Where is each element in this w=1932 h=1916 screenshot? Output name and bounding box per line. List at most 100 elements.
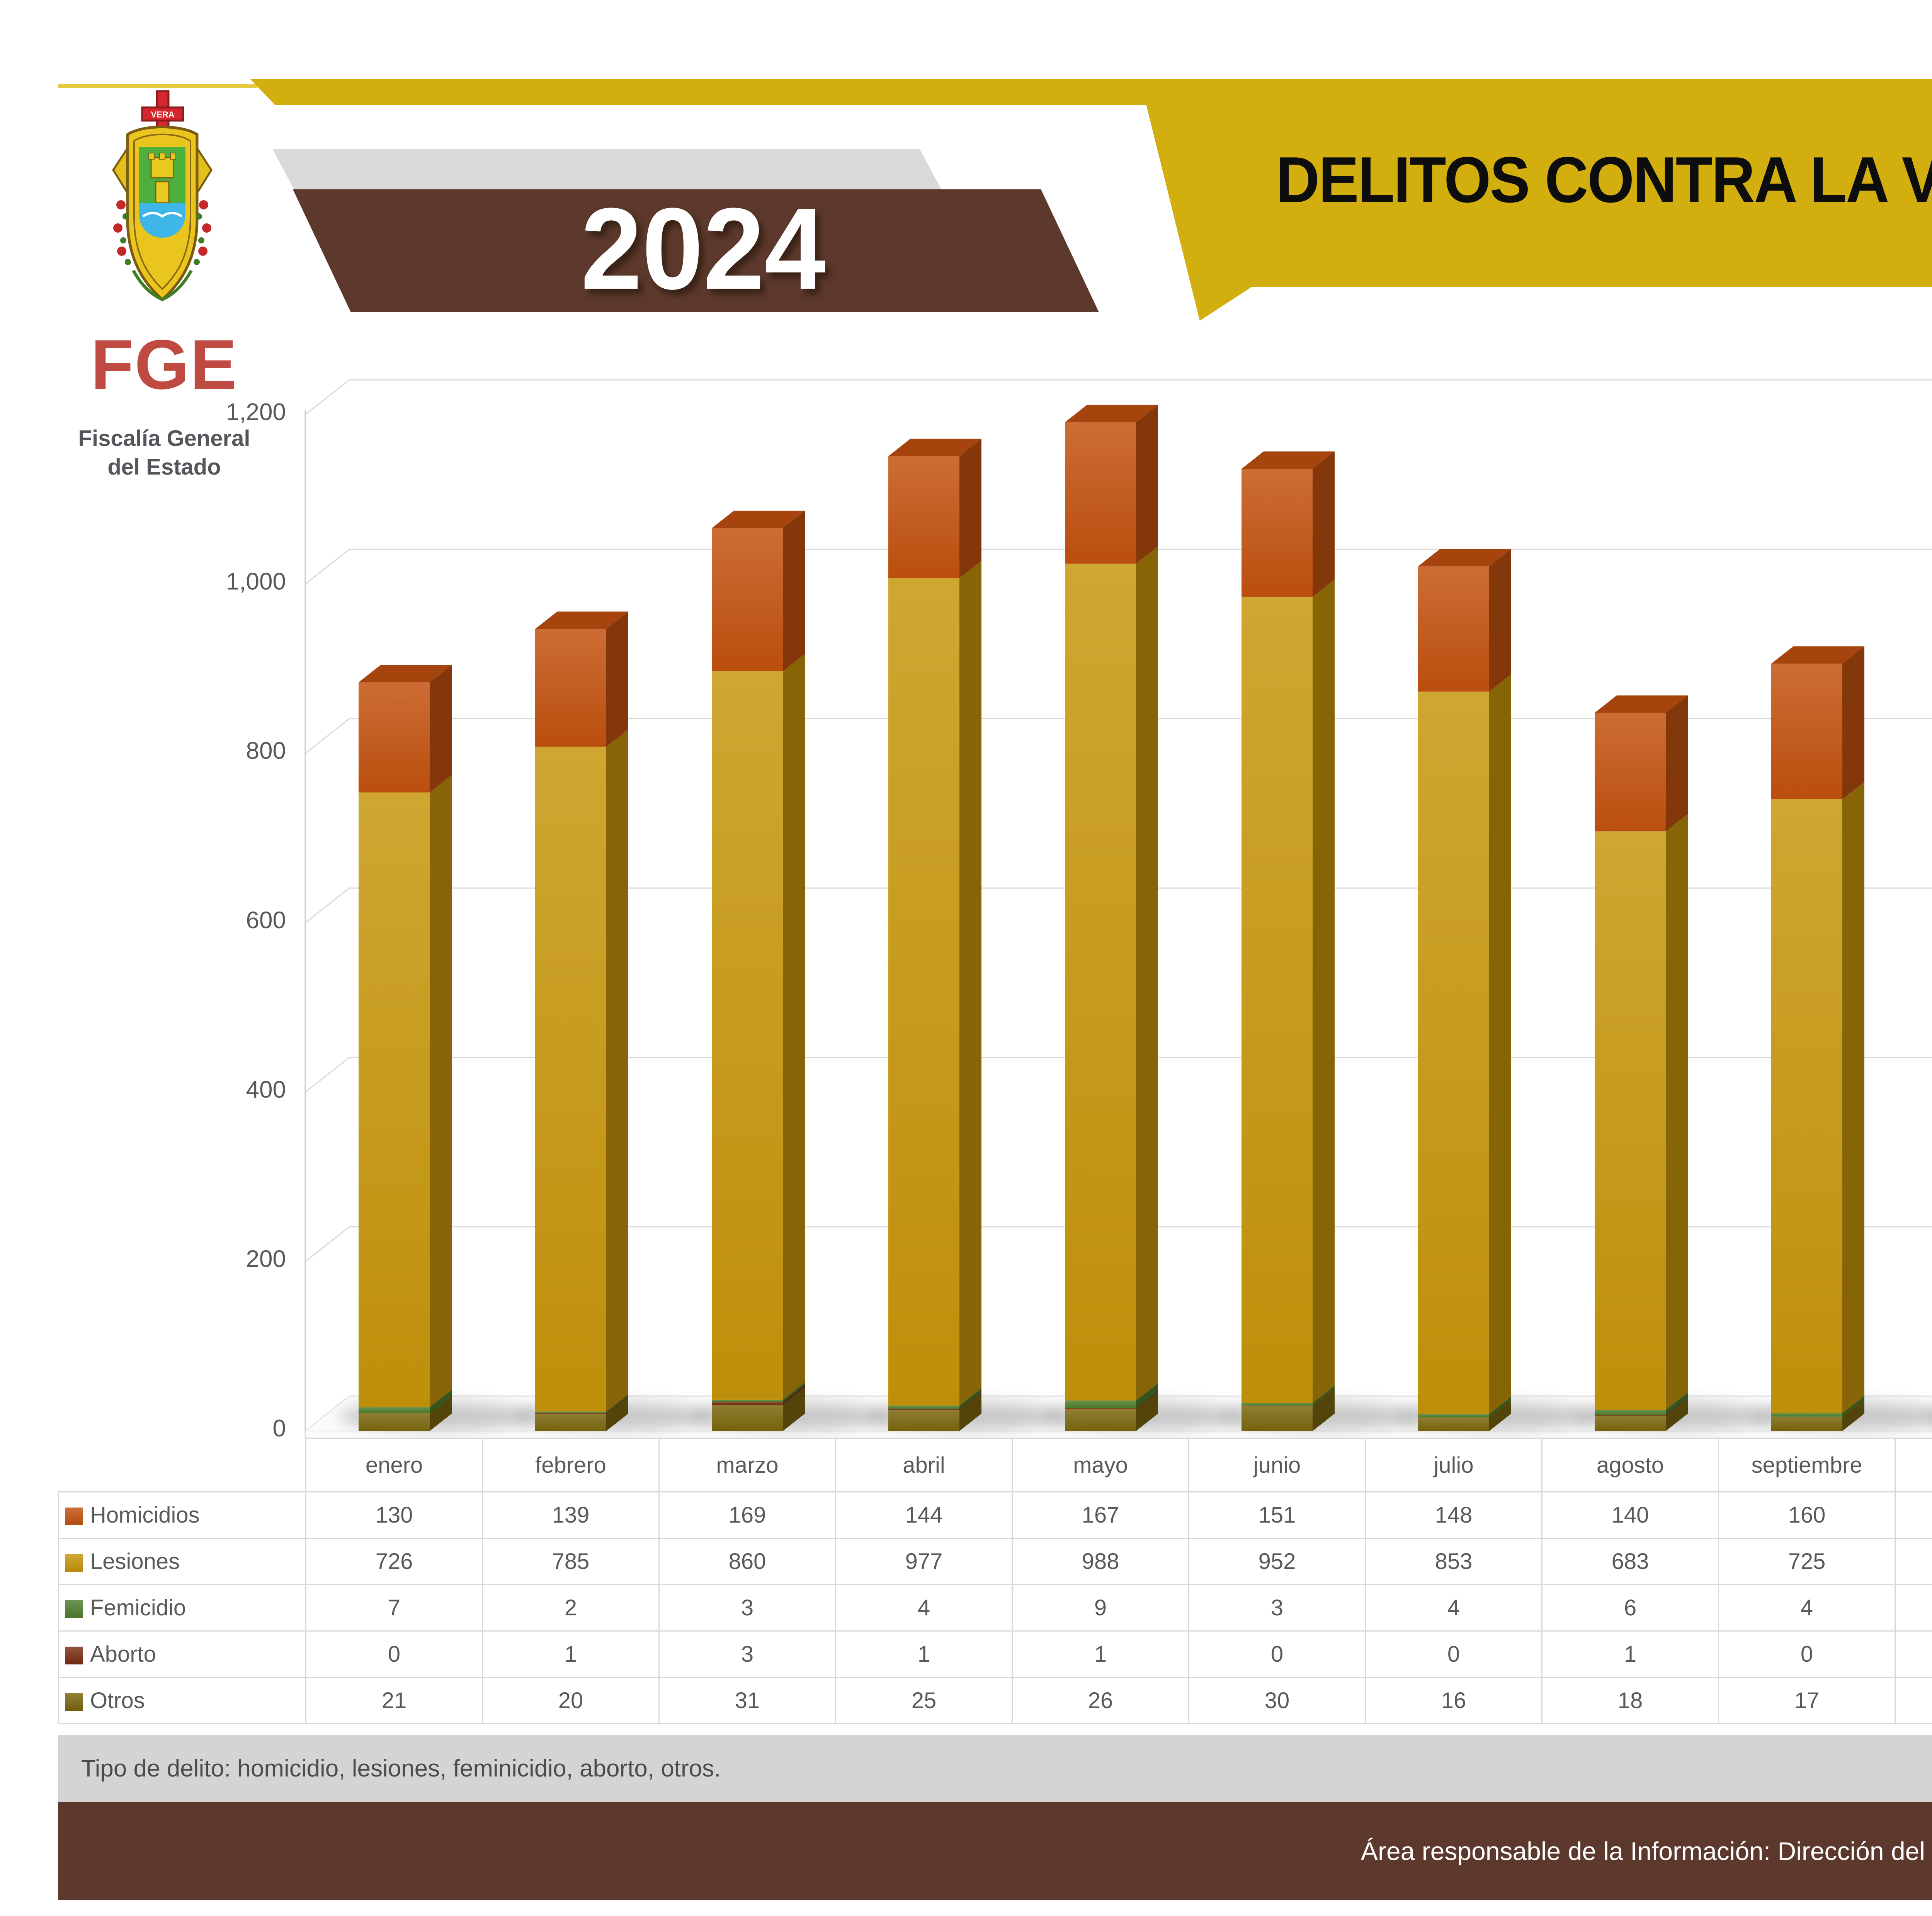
value-cell: 167 — [1012, 1491, 1189, 1539]
value-cell: 16 — [1365, 1677, 1543, 1724]
series-name: Aborto — [90, 1642, 156, 1667]
bar-side-Homicidios — [959, 439, 981, 579]
gridline-connector — [305, 549, 350, 585]
legend-swatch-icon — [65, 1693, 83, 1711]
bar-segment-Otros — [1595, 1416, 1666, 1431]
bar-segment-Femicidio — [712, 1399, 783, 1402]
bar-segment-Lesiones — [888, 578, 959, 1406]
month-header: abril — [835, 1438, 1013, 1492]
y-axis-label: 1,000 — [226, 568, 286, 595]
value-cell: 130 — [1895, 1491, 1932, 1539]
value-cell: 0 — [1718, 1630, 1896, 1678]
value-cell: 160 — [1718, 1491, 1896, 1539]
bar-shadow — [1398, 1402, 1595, 1430]
bar-side-Lesiones — [1666, 814, 1688, 1410]
value-cell: 4 — [835, 1584, 1013, 1632]
value-cell: 4 — [1718, 1584, 1896, 1632]
bar-shadow — [1221, 1402, 1418, 1430]
bar-side-Homicidios — [1842, 646, 1864, 800]
value-cell: 1 — [835, 1630, 1013, 1678]
table-corner-cell — [59, 1438, 306, 1492]
value-cell: 0 — [1188, 1630, 1366, 1678]
month-header: junio — [1188, 1438, 1366, 1492]
gridline-connector — [305, 887, 350, 924]
bar-segment-Femicidio — [535, 1411, 606, 1413]
value-cell: 17 — [1718, 1677, 1896, 1724]
value-cell: 2 — [482, 1584, 660, 1632]
month-header: julio — [1365, 1438, 1543, 1492]
value-cell: 988 — [1012, 1538, 1189, 1585]
value-cell: 5 — [1895, 1584, 1932, 1632]
month-header: febrero — [482, 1438, 660, 1492]
value-cell: 1 — [1895, 1630, 1932, 1678]
yellow-top-band — [250, 79, 1932, 105]
gridline-connector — [305, 1057, 350, 1093]
value-cell: 3 — [1188, 1584, 1366, 1632]
legend-swatch-icon — [65, 1508, 83, 1525]
bar-side-Homicidios — [1489, 549, 1511, 692]
value-cell: 1 — [1012, 1630, 1189, 1678]
value-cell: 3 — [658, 1630, 836, 1678]
value-cell: 3 — [658, 1584, 836, 1632]
bar-side-Lesiones — [783, 654, 805, 1400]
bar-segment-Otros — [535, 1414, 606, 1431]
series-label-cell: Aborto — [58, 1630, 306, 1678]
bar-side-Aborto — [606, 1395, 628, 1414]
bar-side-Lesiones — [1313, 579, 1335, 1403]
bar-segment-Otros — [888, 1410, 959, 1431]
value-cell: 4 — [1365, 1584, 1543, 1632]
value-cell: 860 — [658, 1538, 836, 1585]
table-header-row: enero febrero marzo abril mayo junio julio agos… — [59, 1438, 1932, 1492]
value-cell: 785 — [482, 1538, 660, 1585]
bar-side-Femicidio — [1136, 1383, 1158, 1408]
bar-segment-Homicidios — [535, 629, 606, 747]
value-cell: 15 — [1895, 1677, 1932, 1724]
bar-side-Femicidio — [783, 1382, 805, 1402]
bar-shadow — [868, 1402, 1065, 1430]
fge-org-line1: Fiscalía General — [78, 426, 250, 451]
bar-side-Otros — [1666, 1398, 1688, 1431]
bar-segment-Aborto — [1065, 1408, 1136, 1409]
gridline-connector — [305, 718, 350, 754]
value-cell: 130 — [305, 1491, 483, 1539]
value-cell: 18 — [1541, 1677, 1719, 1724]
value-cell: 725 — [1718, 1538, 1896, 1585]
gridline-connector — [305, 379, 350, 415]
gridline-connector — [305, 1226, 350, 1262]
value-cell: 139 — [482, 1491, 660, 1539]
value-cell: 9 — [1012, 1584, 1189, 1632]
series-label-cell: Otros — [58, 1677, 306, 1724]
bar-side-Homicidios — [606, 611, 628, 747]
fge-org-name: Fiscalía General del Estado — [23, 424, 305, 482]
bar-shadow — [691, 1402, 888, 1430]
series-label-cell: Lesiones — [58, 1538, 306, 1585]
value-cell: 30 — [1188, 1677, 1366, 1724]
bar-side-Femicidio — [1842, 1395, 1864, 1417]
bar-segment-Femicidio — [1595, 1410, 1666, 1415]
bar-side-Otros — [606, 1397, 628, 1431]
series-label-cell: Homicidios — [58, 1491, 306, 1539]
value-cell: 977 — [835, 1538, 1013, 1585]
value-cell: 21 — [305, 1677, 483, 1724]
data-table: enero febrero marzo abril mayo junio julio agos… — [58, 1438, 1932, 1724]
page-title-text: DELITOS CONTRA LA VIDA Y LA INTEGRIDAD — [1276, 143, 1932, 216]
month-header: septiembre — [1718, 1438, 1896, 1492]
chart-floor — [304, 1396, 1932, 1431]
bar-side-Homicidios — [1136, 405, 1158, 564]
bar-cap — [359, 665, 452, 682]
value-cell: 144 — [835, 1491, 1013, 1539]
bar-segment-Femicidio — [888, 1406, 959, 1409]
bar-side-Homicidios — [1313, 451, 1335, 597]
bar-side-Otros — [1489, 1400, 1511, 1431]
bar-side-Femicidio — [1666, 1392, 1688, 1415]
bar-segment-Otros — [359, 1413, 430, 1431]
bar-cap — [1595, 695, 1688, 713]
value-cell: 151 — [1188, 1491, 1366, 1539]
thin-yellow-line — [58, 84, 257, 88]
bar-shadow — [1574, 1402, 1771, 1430]
bar-side-Otros — [1313, 1388, 1335, 1431]
series-name: Homicidios — [90, 1503, 200, 1528]
table-row-Otros: Otros21203125263016181715248 — [58, 1677, 1932, 1724]
series-label-cell: Femicidio — [58, 1584, 306, 1632]
